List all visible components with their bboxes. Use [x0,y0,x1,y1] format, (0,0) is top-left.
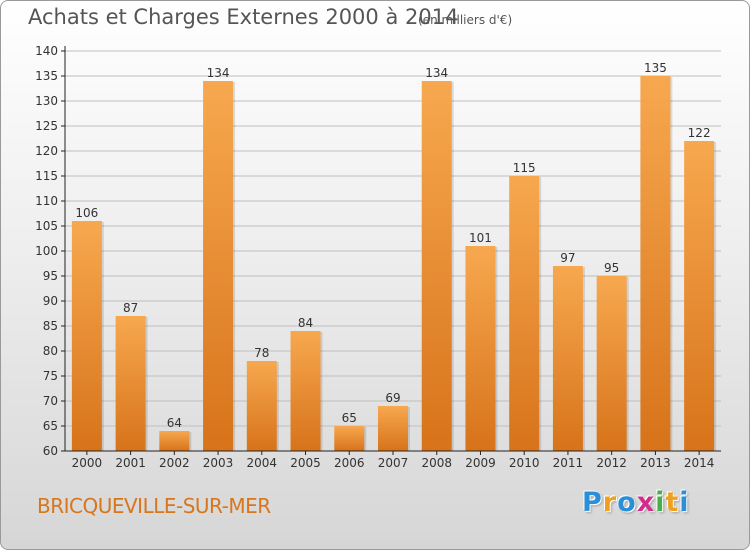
x-tick-label: 2013 [640,456,671,470]
chart-subtitle: (en milliers d'€) [418,13,513,27]
y-tick-label: 85 [43,319,58,333]
bar-value-label: 122 [688,126,711,140]
bar-value-label: 134 [207,66,230,80]
bar [640,76,671,451]
bar-value-label: 69 [385,391,400,405]
bar-value-label: 95 [604,261,619,275]
y-tick-label: 60 [43,444,58,458]
bar [246,361,277,451]
commune-name: BRICQUEVILLE-SUR-MER [37,494,271,518]
x-tick-label: 2008 [421,456,452,470]
bar-value-label: 101 [469,231,492,245]
x-tick-label: 2011 [553,456,584,470]
x-tick-label: 2003 [203,456,234,470]
y-tick-label: 140 [35,44,58,58]
y-tick-label: 135 [35,69,58,83]
axes [61,46,721,455]
x-tick-label: 2007 [378,456,409,470]
logo-letter: i [679,487,690,518]
proxiti-logo: Proxiti [582,487,690,523]
y-tick-label: 100 [35,244,58,258]
y-tick-label: 105 [35,219,58,233]
bar [596,276,627,451]
bar-value-label: 134 [425,66,448,80]
x-tick-label: 2012 [596,456,627,470]
bar [465,246,496,451]
bar [378,406,408,451]
y-tick-label: 80 [43,344,58,358]
bar [71,221,102,451]
logo-letter: o [617,487,637,518]
bar-value-label: 135 [644,61,667,75]
bar [684,141,715,451]
y-tick-label: 95 [43,269,58,283]
logo-letter: P [582,487,603,518]
bar-value-label: 84 [298,316,313,330]
bar-value-label: 87 [123,301,138,315]
x-tick-label: 2001 [115,456,146,470]
bar [334,426,365,451]
y-tick-label: 125 [35,119,58,133]
y-tick-label: 115 [35,169,58,183]
y-tick-label: 120 [35,144,58,158]
bar [421,81,452,451]
logo-letter: t [665,487,680,518]
x-tick-label: 2006 [334,456,365,470]
x-tick-label: 2014 [684,456,715,470]
bar-value-label: 115 [513,161,536,175]
y-tick-label: 75 [43,369,58,383]
y-tick-label: 70 [43,394,58,408]
bar-value-label: 97 [560,251,575,265]
bar-value-label: 64 [167,416,182,430]
bar [159,431,190,451]
chart-title: Achats et Charges Externes 2000 à 2014 [28,5,459,29]
x-tick-label: 2010 [509,456,540,470]
bar [203,81,234,451]
bar-value-label: 106 [75,206,98,220]
bar [290,331,321,451]
logo-letter: i [655,487,666,518]
bar-value-label: 78 [254,346,269,360]
labels: 60 65 70 75 80 85 90 95 100 105 110 115 120 125 130 135… [35,44,714,470]
logo-letter: r [602,487,618,518]
y-tick-label: 65 [43,419,58,433]
bars [71,76,717,451]
y-tick-label: 110 [35,194,58,208]
logo-letter: x [636,487,656,518]
x-tick-label: 2004 [247,456,278,470]
y-tick-label: 130 [35,94,58,108]
bar [115,316,146,451]
x-tick-label: 2000 [72,456,103,470]
bar [509,176,540,451]
x-tick-label: 2002 [159,456,190,470]
x-tick-label: 2009 [465,456,496,470]
bar-value-label: 65 [342,411,357,425]
x-tick-label: 2005 [290,456,321,470]
y-tick-label: 90 [43,294,58,308]
bar [552,266,583,451]
